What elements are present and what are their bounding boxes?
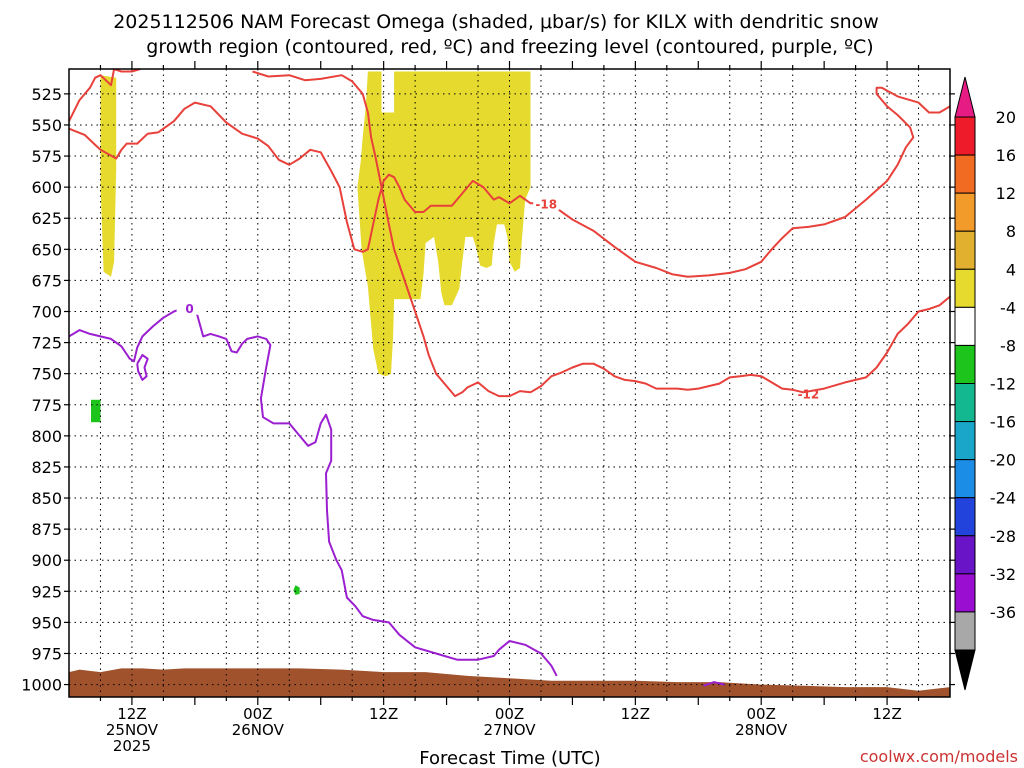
x-tick-label: 12Z xyxy=(872,705,901,723)
colorbar-level-label: -8 xyxy=(1000,336,1016,355)
plot-area xyxy=(69,71,950,697)
dgz-minus18-contour-label-bg xyxy=(533,195,560,211)
freezing-level-bottom-contour xyxy=(703,681,725,687)
colorbar-bottom-arrow xyxy=(954,649,976,691)
y-tick-label: 625 xyxy=(31,209,62,228)
colorbar-swatch xyxy=(954,344,976,384)
colorbar-swatch xyxy=(954,611,976,651)
colorbar-swatch xyxy=(954,535,976,575)
colorbar-level-label: -20 xyxy=(990,451,1016,470)
y-axis: 525 550 575 600 625 650 675 700 725 750 775 800 825 8… xyxy=(21,85,955,695)
y-tick-label: 850 xyxy=(31,489,62,508)
y-tick-label: 600 xyxy=(31,178,62,197)
x-tick-label: 26NOV xyxy=(232,721,285,739)
y-tick-label: 575 xyxy=(31,147,62,166)
dgz-minus12-contour xyxy=(69,69,141,122)
grid-lines xyxy=(69,69,950,697)
omega-4to8 xyxy=(100,75,117,277)
y-tick-label: 1000 xyxy=(21,676,62,695)
colorbar-swatch xyxy=(954,421,976,461)
freezing-level-small-contour xyxy=(136,354,149,381)
y-tick-label: 750 xyxy=(31,365,62,384)
y-tick-label: 700 xyxy=(31,302,62,321)
colorbar-swatch xyxy=(954,192,976,232)
colorbar-level-label: -24 xyxy=(990,489,1016,508)
colorbar-level-label: 12 xyxy=(996,184,1016,203)
y-tick-label: 775 xyxy=(31,396,62,415)
colorbar-level-label: 8 xyxy=(1006,222,1016,241)
colorbar-swatch xyxy=(954,573,976,613)
colorbar-swatch xyxy=(954,230,976,270)
colorbar-top-arrow xyxy=(954,76,976,118)
freezing-level-contour xyxy=(69,305,558,677)
contour-layer: -18-120 xyxy=(69,69,950,687)
colorbar-swatch xyxy=(954,497,976,537)
freezing-level-contour-label-bg xyxy=(176,299,203,315)
y-tick-label: 950 xyxy=(31,613,62,632)
surface-terrain xyxy=(69,668,950,697)
colorbar-level-label: 4 xyxy=(1006,260,1016,279)
colorbar-level-label: 16 xyxy=(996,146,1016,165)
colorbar-level-label: -12 xyxy=(990,375,1016,394)
colorbar-level-label: -36 xyxy=(990,603,1016,622)
y-tick-label: 925 xyxy=(31,582,62,601)
x-tick-label: 12Z xyxy=(369,705,398,723)
colorbar-level-label: -28 xyxy=(990,527,1016,546)
x-tick-label: 12Z xyxy=(117,705,146,723)
dgz-minus18-contour xyxy=(69,86,950,278)
y-tick-label: 650 xyxy=(31,240,62,259)
chart-title-line1: 2025112506 NAM Forecast Omega (shaded, μ… xyxy=(113,11,879,33)
dgz-minus12-main-contour xyxy=(252,70,950,398)
colorbar-level-label: -32 xyxy=(990,565,1016,584)
x-tick-label: 27NOV xyxy=(483,721,536,739)
colorbar-swatch xyxy=(954,268,976,308)
freezing-level-contour-label: 0 xyxy=(185,302,193,316)
y-tick-label: 825 xyxy=(31,458,62,477)
colorbar-swatch xyxy=(954,154,976,194)
colorbar: 20 16 12 8 4 -4 -8 -12 -16 -20 -24 -28 -32 -36 xyxy=(954,76,1016,691)
y-tick-label: 725 xyxy=(31,334,62,353)
dgz-minus18-contour-label: -18 xyxy=(535,197,557,211)
colorbar-swatch xyxy=(954,116,976,156)
omega-neg4to8 xyxy=(293,585,300,595)
y-tick-label: 900 xyxy=(31,551,62,570)
colorbar-swatch xyxy=(954,459,976,499)
x-tick-label: 25NOV xyxy=(106,721,159,739)
credit-text: coolwx.com/models xyxy=(860,747,1018,766)
y-tick-label: 800 xyxy=(31,427,62,446)
x-tick-label: 00Z xyxy=(495,705,524,723)
colorbar-swatch xyxy=(954,383,976,423)
y-tick-label: 550 xyxy=(31,116,62,135)
omega-4to8 xyxy=(357,71,531,377)
y-tick-label: 875 xyxy=(31,520,62,539)
x-tick-label: 28NOV xyxy=(735,721,788,739)
x-tick-label: 00Z xyxy=(243,705,272,723)
colorbar-level-label: -16 xyxy=(990,413,1016,432)
x-tick-label: 12Z xyxy=(621,705,650,723)
y-tick-label: 675 xyxy=(31,271,62,290)
colorbar-level-label: -4 xyxy=(1000,298,1016,317)
y-tick-label: 525 xyxy=(31,85,62,104)
x-tick-label: 2025 xyxy=(113,737,151,755)
colorbar-level-label: 20 xyxy=(996,108,1016,127)
x-axis-label: Forecast Time (UTC) xyxy=(419,748,600,768)
x-tick-label: 00Z xyxy=(747,705,776,723)
y-tick-label: 975 xyxy=(31,644,62,663)
colorbar-swatch xyxy=(954,306,976,346)
omega-neg4to8 xyxy=(91,399,101,423)
chart-title-line2: growth region (contoured, red, ºC) and f… xyxy=(146,36,873,58)
